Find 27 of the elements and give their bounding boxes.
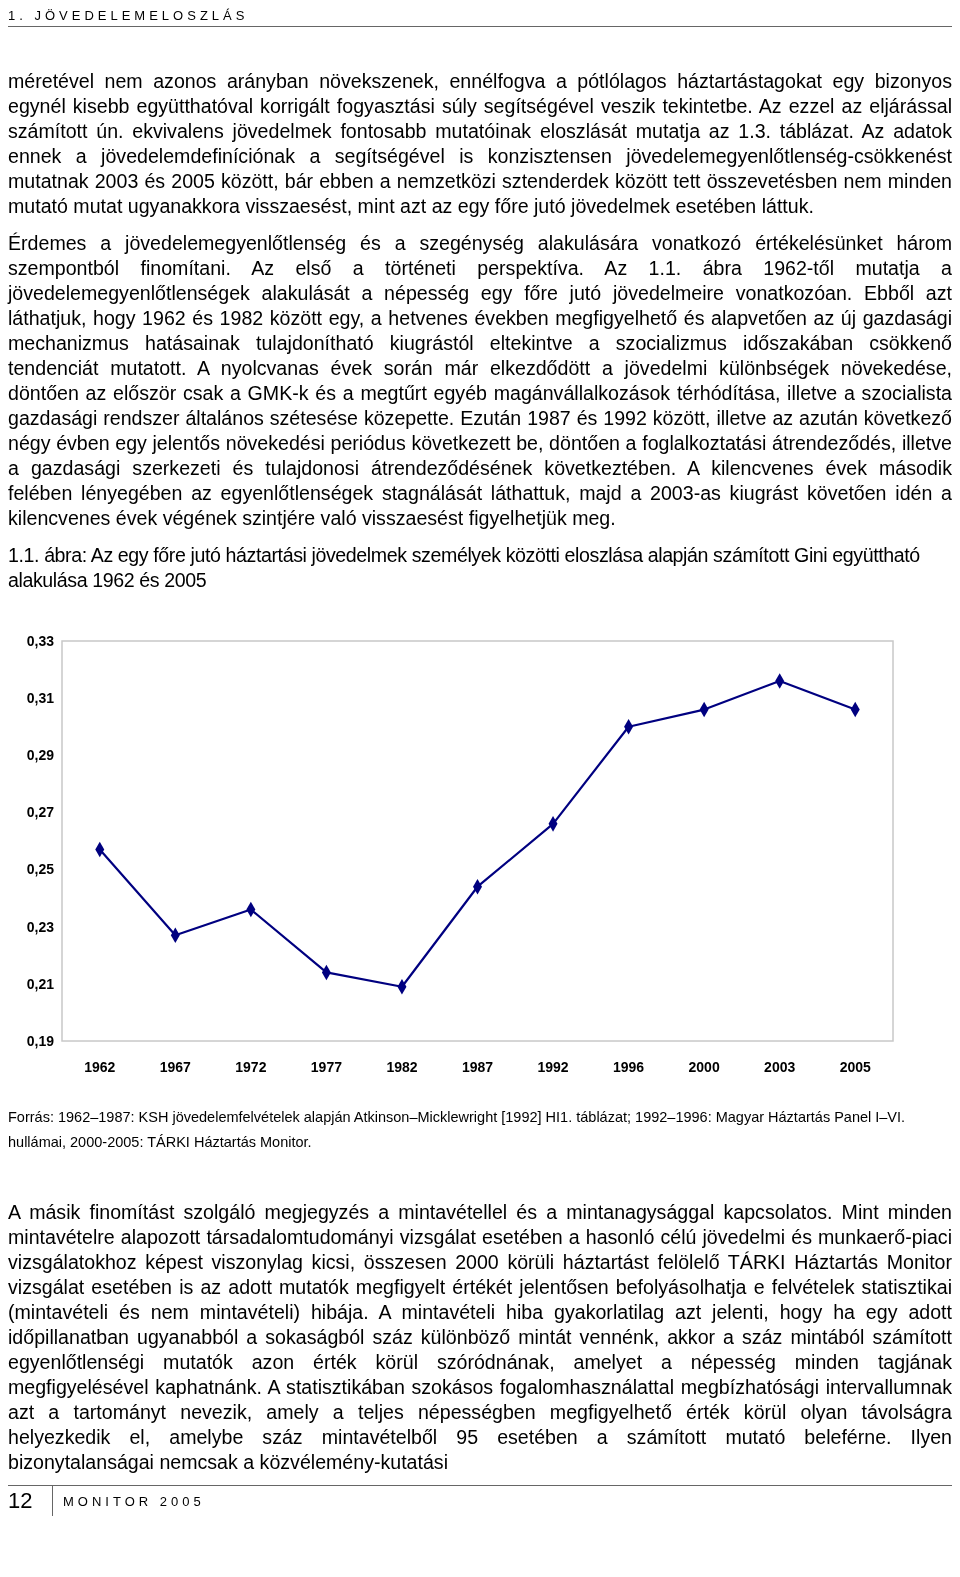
x-tick-label: 2003 — [764, 1059, 796, 1075]
x-tick-label: 2000 — [688, 1059, 720, 1075]
x-tick-label: 1987 — [461, 1059, 494, 1075]
x-tick-label: 1996 — [613, 1059, 645, 1075]
text: MONITOR 2005 — [63, 1493, 205, 1509]
y-tick-label: 0,27 — [26, 804, 55, 821]
x-tick-label: 1972 — [235, 1059, 267, 1075]
y-tick-label: 0,33 — [26, 632, 55, 649]
text: 1. JÖVEDELEMELOSZLÁS — [8, 8, 952, 27]
y-tick-label: 0,31 — [26, 690, 55, 707]
text: méretével nem azonos arányban növekszenek, ennélfogva a pótlólagos háztartástagokat egy bizonyos egynél kisebb együtthatóval korrigált fogyasztási súly segítségével veszik tekintetbe. Az ezzel az eljárással számított ún. ekvivalens jövedelmek fontosabb mutatóinak eloszlását mutatja az 1.3. táblázat. Az adatok ennek a jövedelemdefiníciónak a segítségével is konzisztensen jövedelemegyenlőtlenség-csökkenést mutatnak 2003 és 2005 között, bár ebben a nemzetközi sztenderdek között tett összevetésben nem minden mutató mutat ugyanakkora visszaesést, mint azt az egy főre jutó jövedelmek esetében láttuk. — [8, 69, 952, 219]
y-tick-label: 0,21 — [26, 975, 55, 992]
x-tick-label: 1992 — [537, 1059, 569, 1075]
y-tick-label: 0,19 — [26, 1032, 55, 1049]
chart-title: 1.1. ábra: Az egy főre jutó háztartási jövedelmek személyek közötti eloszlása alapján számított Gini együttható alakulása 1962 és 2005 — [8, 543, 921, 593]
y-tick-label: 0,29 — [26, 747, 55, 764]
text: Forrás: 1962–1987: KSH jövedelemfelvételek alapján Atkinson–Micklewright [1992] HI1. táblázat; 1992–1996: Magyar Háztartás Panel I–VI. hullámai, 2000-2005: TÁRKI Háztartás Monitor. — [8, 1108, 907, 1152]
text: A másik finomítást szolgáló megjegyzés a mintavétellel és a mintanagysággal kapcsolatos. Mint minden mintavételre alapozott társadalomtudományi vizsgálat esetében a hasonló célú jövedelmi és munkaerő-piaci vizsgálatokhoz képest viszonylag kicsi, összesen 2000 körüli háztartást felölelő TÁRKI Háztartás Monitor vizsgálat esetében is az adott mutatók megfigyelt értékét jelentősen befolyásolhatja e felvételek statisztikai (mintavételi és nem mintavételi) hibája. A mintavételi hiba gyakorlatilag azt jelenti, hogy ha egy adott időpillanatban ugyanabból a sokaságból száz különböző mintát vennénk, akkor a száz mintából számított egyenlőtlenségi mutatók azon érték körül szóródnának, amelyet a népesség minden tagjának megfigyelésével kaphatnánk. A statisztikában szokásos fogalomhasználattal megbízhatósági intervallumnak azt a tartományt nevezik, amely a teljes népességben megfigyelhető érték körül olyan távolságra helyezkedik el, amelybe száz mintavételből 95 esetében a számított mutató beleférne. Ilyen bizonytalanságai nemcsak a közvélemény-kutatási — [8, 1201, 952, 1473]
x-tick-label: 1977 — [310, 1059, 343, 1075]
text: Érdemes a jövedelemegyenlőtlenség és a szegénység alakulására vonatkozó értékelésünket három szempontból finomítani. Az első a történeti perspektíva. Az 1.1. ábra 1962-től mutatja a jövedelemegyenlőtlenségek alakulását a népesség egy főre jutó jövedelmeire vonatkozóan. Ebből azt láthatjuk, hogy 1962 és 1982 között egy, a hetvenes években megfigyelhető és alapvetően az új gazdasági mechanizmus hatásainak tulajdonítható kiugrástól eltekintve a szocializmus időszakában csökkenő tendenciát mutatott. A nyolcvanas évek során már elkezdődött a jövedelmi különbségek növekedése, döntően az először csak a GMK-k és a megtűrt egyéb magánvállalkozások térhódítása, illetve a szocialista gazdasági rendszer általános szétesése közepette. Ezután 1987 és 1992 között, illetve az azután következő négy évben egy jelentős növekedési periódus következett be, döntően a foglalkoztatási átrendeződés, illetve a gazdasági szerkezeti és tulajdonosi átrendeződésének következtében. A kilencvenes évek második felében lényegében az egyenlőtlenségek stagnálását láthattuk, majd a 2003-as kiugrást követően idén a kilencvenes évek végének szintjére való visszaesést figyelhetjük meg. — [8, 232, 952, 529]
x-tick-label: 1962 — [84, 1059, 116, 1075]
y-tick-label: 0,25 — [26, 861, 55, 878]
x-tick-label: 1967 — [159, 1059, 192, 1075]
y-tick-label: 0,23 — [26, 918, 55, 935]
text: 12 — [8, 1488, 34, 1514]
x-tick-label: 2005 — [839, 1059, 872, 1075]
x-tick-label: 1982 — [386, 1059, 418, 1075]
